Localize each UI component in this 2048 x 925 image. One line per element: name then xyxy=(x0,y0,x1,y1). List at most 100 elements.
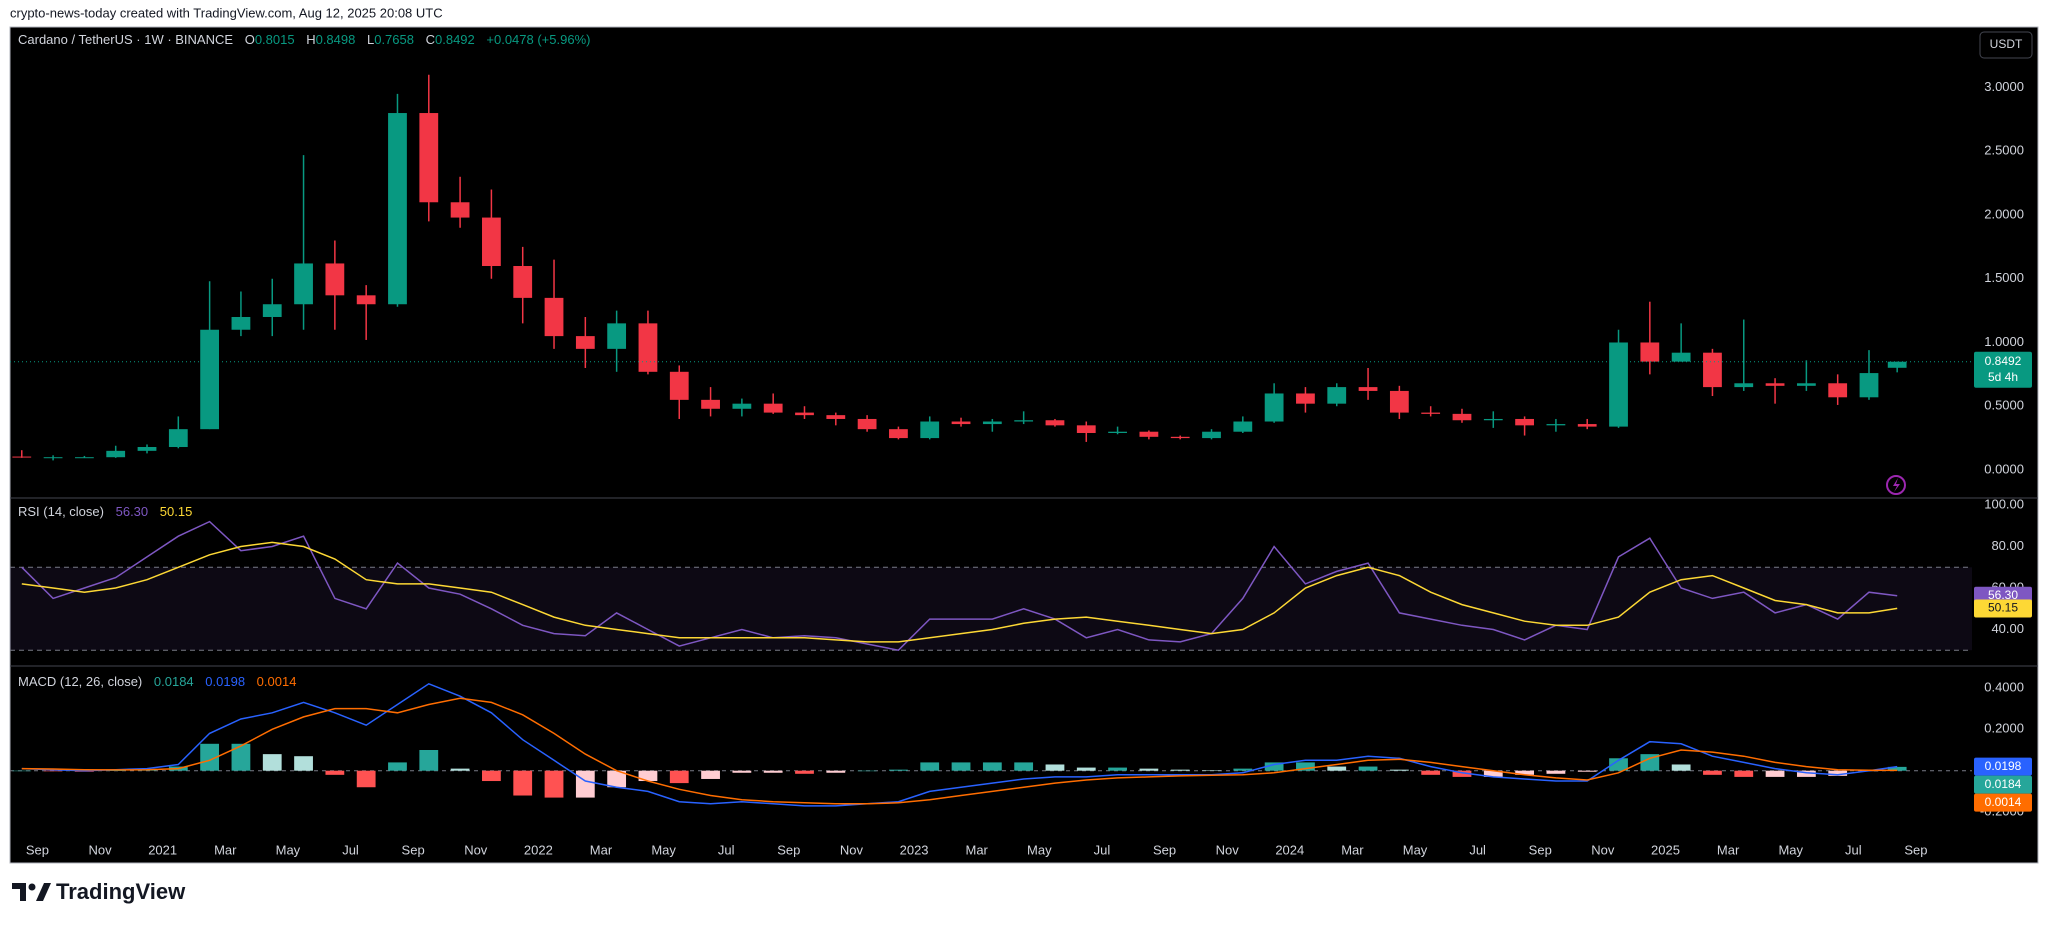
candle-body xyxy=(513,266,533,298)
y-tick-label: 0.5000 xyxy=(1984,398,2024,413)
candle-body xyxy=(1609,342,1628,427)
rsi-ma-axis-label: 50.15 xyxy=(1988,601,2018,615)
last-price-box xyxy=(1974,351,2032,388)
logo-part xyxy=(28,883,36,891)
x-tick-label: Jul xyxy=(342,842,359,857)
x-tick-label: Jul xyxy=(718,842,735,857)
candle-body xyxy=(575,336,595,349)
x-tick-label: 2021 xyxy=(148,842,177,857)
indicator-line xyxy=(21,541,1898,643)
candle-body xyxy=(920,421,940,439)
x-tick-label: 2025 xyxy=(1651,842,1680,857)
candle-body xyxy=(262,304,282,317)
histogram-bar xyxy=(544,770,564,798)
candle-body xyxy=(419,113,439,203)
histogram-bar xyxy=(701,770,720,779)
candle-body xyxy=(137,447,157,451)
candle-body xyxy=(1202,431,1221,439)
candle-body xyxy=(482,217,501,267)
rsi-band-fill xyxy=(10,567,1972,651)
x-tick-label: Sep xyxy=(1904,842,1927,857)
rsi-ma-axis-label-box xyxy=(1974,599,2032,618)
x-tick-label: Nov xyxy=(1216,842,1240,857)
y-tick-label: 1.5000 xyxy=(1984,270,2024,285)
macd-title: MACD (12, 26, close) xyxy=(18,674,142,689)
candle-body xyxy=(1296,393,1315,404)
histogram-bar xyxy=(1139,768,1159,771)
histogram-bar xyxy=(200,743,220,771)
macd-axis-label: 0.0014 xyxy=(1985,795,2022,809)
candle-body xyxy=(200,329,220,430)
logo-part xyxy=(36,883,51,901)
x-tick-label: Nov xyxy=(464,842,488,857)
histogram-bar xyxy=(1546,770,1566,774)
y-tick-label: 0.2000 xyxy=(1984,721,2024,736)
histogram-bar xyxy=(951,762,971,771)
candle-body xyxy=(1264,393,1284,422)
candle-body xyxy=(857,418,877,430)
legend-change: +0.0478 (+5.96%) xyxy=(486,32,590,47)
candle-body xyxy=(951,421,971,425)
macd-axis-label: 0.0184 xyxy=(1985,777,2022,791)
histogram-bar xyxy=(1796,770,1816,777)
x-tick-label: Jul xyxy=(1094,842,1111,857)
legend-value: 0.8015 xyxy=(255,32,295,47)
histogram-bar xyxy=(450,768,470,771)
macd-legend: MACD (12, 26, close) 0.0184 0.0198 0.001… xyxy=(18,674,296,689)
candle-body xyxy=(1765,383,1785,386)
candle-body xyxy=(889,429,908,439)
histogram-bar xyxy=(982,762,1002,771)
histogram-bar xyxy=(294,756,313,771)
alert-icon[interactable] xyxy=(1886,475,1906,495)
histogram-bar xyxy=(12,770,32,772)
macd-axis-label-box xyxy=(1974,757,2032,776)
last-price: 0.8492 xyxy=(1985,354,2022,368)
x-tick-label: May xyxy=(1403,842,1428,857)
rsi-ma-value: 50.15 xyxy=(160,504,193,519)
candle-body xyxy=(763,403,783,413)
x-tick-label: Mar xyxy=(1341,842,1364,857)
histogram-bar xyxy=(262,754,282,771)
y-tick-label: 2.5000 xyxy=(1984,143,2024,158)
histogram-bar xyxy=(575,770,595,798)
histogram-bar xyxy=(1515,770,1534,775)
candle-body xyxy=(1452,413,1472,421)
x-tick-label: May xyxy=(1027,842,1052,857)
x-tick-label: Sep xyxy=(1153,842,1176,857)
candle-body xyxy=(1887,361,1907,368)
indicator-line xyxy=(21,520,1898,652)
candle-body xyxy=(701,399,720,409)
candle-body xyxy=(231,316,251,330)
histogram-bar xyxy=(669,770,689,784)
candle-body xyxy=(1076,425,1096,433)
y-tick-label: 2.0000 xyxy=(1984,206,2024,221)
currency-label[interactable]: USDT xyxy=(1990,37,2023,51)
indicator-line xyxy=(21,682,1898,807)
candle-body xyxy=(106,450,126,458)
histogram-bar xyxy=(482,770,501,782)
histogram-bar xyxy=(1421,770,1441,775)
indicator-line xyxy=(21,697,1898,805)
y-tick-label: 80.00 xyxy=(1991,538,2024,553)
x-tick-label: Mar xyxy=(590,842,613,857)
candle-body xyxy=(607,323,627,349)
macd-axis-label: 0.0198 xyxy=(1985,759,2022,773)
candle-body xyxy=(294,263,313,305)
x-tick-label: Sep xyxy=(26,842,49,857)
legend-key: L xyxy=(367,32,374,47)
legend-value: 0.7658 xyxy=(374,32,414,47)
x-tick-label: Mar xyxy=(1717,842,1740,857)
histogram-bar xyxy=(1296,762,1315,771)
histogram-bar xyxy=(1483,770,1503,777)
candle-body xyxy=(388,113,407,305)
macd-axis-label-box xyxy=(1974,775,2032,794)
signal-value: 0.0014 xyxy=(257,674,297,689)
histogram-bar xyxy=(1170,769,1190,771)
x-tick-label: Nov xyxy=(88,842,112,857)
currency-button[interactable] xyxy=(1979,31,2033,59)
candle-body xyxy=(325,263,345,296)
histogram-bar xyxy=(1076,767,1096,771)
histogram-bar xyxy=(1734,770,1754,777)
legend-value: 0.8492 xyxy=(435,32,475,47)
